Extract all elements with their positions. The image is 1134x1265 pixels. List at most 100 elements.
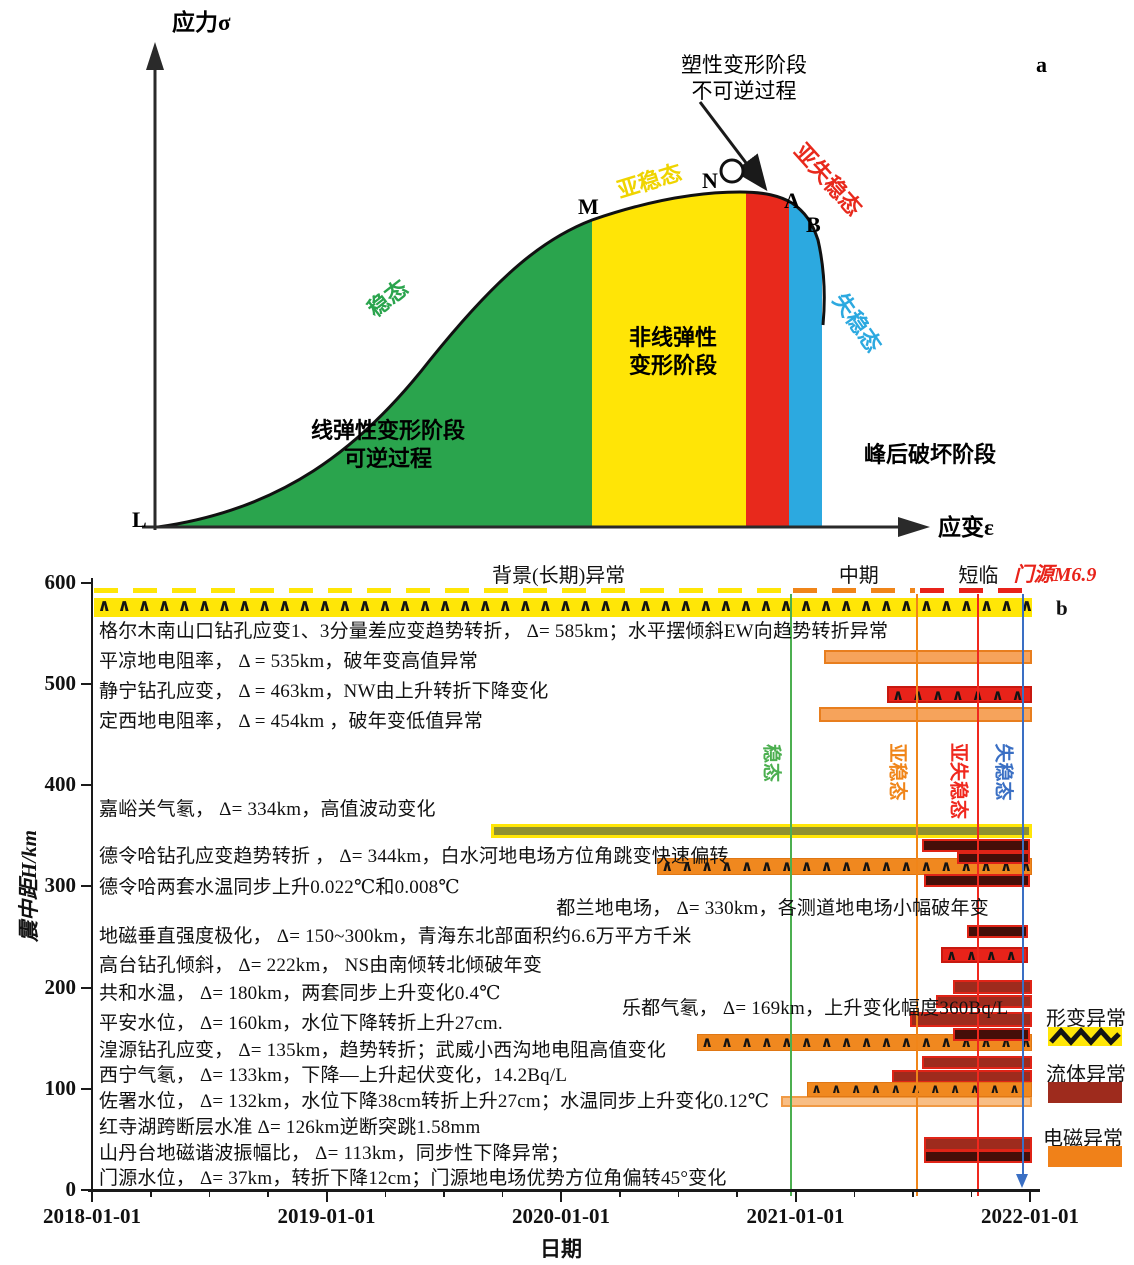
- anomaly-bar-em-3: [818, 707, 1033, 722]
- annotation-row-10: 共和水温， Δ= 180km，两套同步上升变化0.4℃: [99, 982, 501, 1004]
- x-tick-2020: [560, 1189, 562, 1202]
- annotation-row-16: 红寺湖跨断层水准 Δ= 126km逆断突跳1.58mm: [99, 1117, 481, 1139]
- phase-line-2: [977, 594, 980, 1196]
- point-n-label: N: [702, 168, 718, 193]
- panel-a-stress-strain-diagram: 应力σ 应变ε L 塑性变形阶段 不可逆过程 M N A B 稳态 亚稳态 亚失…: [132, 9, 1047, 540]
- anomaly-bar-maroon-15: [952, 1027, 1030, 1041]
- region-metastable-yellow: [592, 192, 746, 527]
- y-tick-300: [81, 885, 92, 888]
- phase-line-label-2: 亚失稳态: [947, 742, 969, 820]
- phase-line-label-3: 失稳态: [992, 743, 1014, 801]
- period-band-2: [919, 588, 1028, 593]
- x-minor-tick: [853, 1189, 856, 1197]
- chevron-pattern-icon: ∧∧∧∧: [945, 949, 1026, 962]
- anomaly-bar-em-chev-19: ∧∧∧∧∧∧∧∧∧∧∧: [807, 1082, 1033, 1098]
- x-tick-label-2020: 2020-01-01: [512, 1204, 610, 1228]
- legend-deform-swatch: [1048, 1027, 1122, 1046]
- y-tick-label-400: 400: [44, 772, 77, 797]
- x-minor-tick: [267, 1189, 269, 1197]
- note-line1: 塑性变形阶段: [681, 53, 807, 77]
- annotation-row-11: 乐都气氡， Δ= 169km，上升变化幅度360Bq/L: [621, 997, 1009, 1019]
- phase-line-3: [1021, 594, 1024, 1174]
- chevron-pattern-icon: ∧∧∧∧∧∧∧: [891, 687, 1031, 701]
- annotation-row-6: 德令哈两套水温同步上升0.022℃和0.008℃: [99, 877, 460, 899]
- phase-arrowhead-icon: [1015, 1174, 1028, 1188]
- y-axis-title: 震中距H/km: [17, 829, 41, 943]
- y-tick-400: [81, 784, 92, 787]
- x-minor-tick: [912, 1189, 914, 1197]
- x-minor-tick: [501, 1189, 504, 1197]
- anomaly-bar-maroon-7: [957, 852, 1030, 865]
- point-n-circle-marker: [719, 158, 745, 184]
- x-tick-2018: [91, 1189, 93, 1202]
- phase-line-0: [789, 594, 792, 1196]
- event-magnitude-label: 门源M6.9: [1013, 564, 1097, 586]
- anomaly-bar-em-light-18: [781, 1096, 1033, 1108]
- phase-line-1: [916, 594, 919, 1196]
- x-tick-2021: [794, 1189, 797, 1202]
- x-tick-label-2019: 2019-01-01: [277, 1204, 376, 1228]
- annotation-row-17: 山丹台地磁谐波振幅比， Δ= 113km，同步性下降异常；: [99, 1142, 570, 1164]
- x-axis-line: [88, 1189, 1040, 1192]
- annotation-row-7: 都兰地电场， Δ= 330km，各测道地电场小幅破年变: [556, 897, 989, 919]
- anomaly-bar-maroon-8: [924, 873, 1030, 887]
- annotation-row-14: 西宁气氡， Δ= 133km，下降—上升起伏变化，14.2Bq/L: [99, 1064, 568, 1086]
- anomaly-bar-maroon-9: [966, 924, 1028, 938]
- curve-area-regions: [158, 192, 822, 527]
- annotation-row-8: 地磁垂直强度极化， Δ= 150~300km，青海东北部面积约6.6万平方千米: [99, 926, 692, 948]
- zone-linear-label1: 线弹性变形阶段: [311, 418, 465, 443]
- x-minor-tick: [443, 1189, 445, 1197]
- x-minor-tick: [970, 1189, 973, 1197]
- annotation-row-15: 佐署水位， Δ= 132km，水位下降38cm转折上升27cm；水温同步上升变化…: [99, 1090, 770, 1112]
- annotation-row-13: 湟源钻孔应变， Δ= 135km，趋势转折；武威小西沟地电阻高值变化: [99, 1040, 667, 1062]
- panel-a-corner-label: a: [1036, 52, 1047, 77]
- x-axis-title: 日期: [540, 1237, 582, 1261]
- region-unstable-blue: [789, 201, 822, 527]
- x-tick-label-2022: 2022-01-01: [981, 1204, 1079, 1228]
- y-tick-100: [81, 1087, 92, 1090]
- stress-strain-curve: [157, 190, 826, 529]
- anomaly-bar-em-chev-5: ∧∧∧∧∧∧∧∧∧∧∧∧∧∧∧∧∧∧∧: [657, 857, 1033, 875]
- panel-b-corner-label: b: [1056, 596, 1068, 620]
- x-minor-tick: [208, 1189, 211, 1197]
- anomaly-bar-em-1: [823, 649, 1033, 664]
- zone-linear-label2: 可逆过程: [344, 446, 432, 471]
- y-tick-200: [81, 986, 92, 989]
- y-tick-500: [81, 683, 92, 686]
- point-m-label: M: [578, 194, 599, 219]
- x-minor-tick: [677, 1189, 680, 1197]
- y-tick-label-0: 0: [65, 1177, 77, 1201]
- y-tick-label-500: 500: [44, 671, 77, 696]
- x-minor-tick: [736, 1189, 738, 1197]
- phase-line-label-1: 亚稳态: [886, 743, 908, 801]
- period-band-label-1: 中期: [838, 565, 879, 587]
- annotation-row-18: 门源水位， Δ= 37km，转折下降12cm；门源地电场优势方位角偏转45°变化: [99, 1167, 727, 1189]
- x-minor-tick: [619, 1189, 621, 1197]
- chevron-pattern-icon: ∧∧∧∧∧∧∧∧∧∧∧∧∧∧∧∧∧: [701, 1034, 1032, 1050]
- anomaly-bar-maroon-6: [922, 838, 1030, 852]
- anomaly-bar-em-chev-14: ∧∧∧∧∧∧∧∧∧∧∧∧∧∧∧∧∧: [697, 1033, 1033, 1051]
- x-minor-tick: [150, 1189, 152, 1197]
- period-band-1: [793, 588, 916, 593]
- chevron-pattern-icon: ∧∧∧∧∧∧∧∧∧∧∧: [811, 1083, 1030, 1097]
- region-stable-green: [158, 220, 592, 527]
- y-tick-0: [81, 1189, 92, 1191]
- annotation-row-4: 嘉峪关气氡， Δ= 334km，高值波动变化: [99, 798, 436, 820]
- x-tick-label-2021: 2021-01-01: [746, 1204, 845, 1228]
- annotation-row-3: 定西地电阻率， Δ = 454km ，破年变低值异常: [99, 710, 483, 732]
- y-tick-label-200: 200: [44, 974, 77, 999]
- y-tick-label-300: 300: [44, 873, 77, 898]
- anomaly-bar-red-chev-10: ∧∧∧∧: [940, 947, 1028, 964]
- legend-em-label: 电磁异常: [1043, 1128, 1123, 1150]
- x-tick-2022: [1029, 1189, 1031, 1202]
- x-axis-arrow: [898, 517, 930, 537]
- annotation-row-9: 高台钻孔倾斜， Δ= 222km， NS由南倾转北倾破年变: [99, 955, 543, 977]
- anomaly-bar-fluid-17: [891, 1070, 1033, 1084]
- y-axis-line: [91, 578, 93, 1190]
- y-axis-arrow: [146, 42, 164, 70]
- point-b-label: B: [806, 212, 821, 237]
- anomaly-bar-fluid-16: [922, 1056, 1033, 1070]
- y-tick-label-600: 600: [44, 569, 77, 594]
- note-line2: 不可逆过程: [692, 79, 797, 103]
- annotation-row-12: 平安水位， Δ= 160km，水位下降转折上升27cm.: [99, 1013, 503, 1035]
